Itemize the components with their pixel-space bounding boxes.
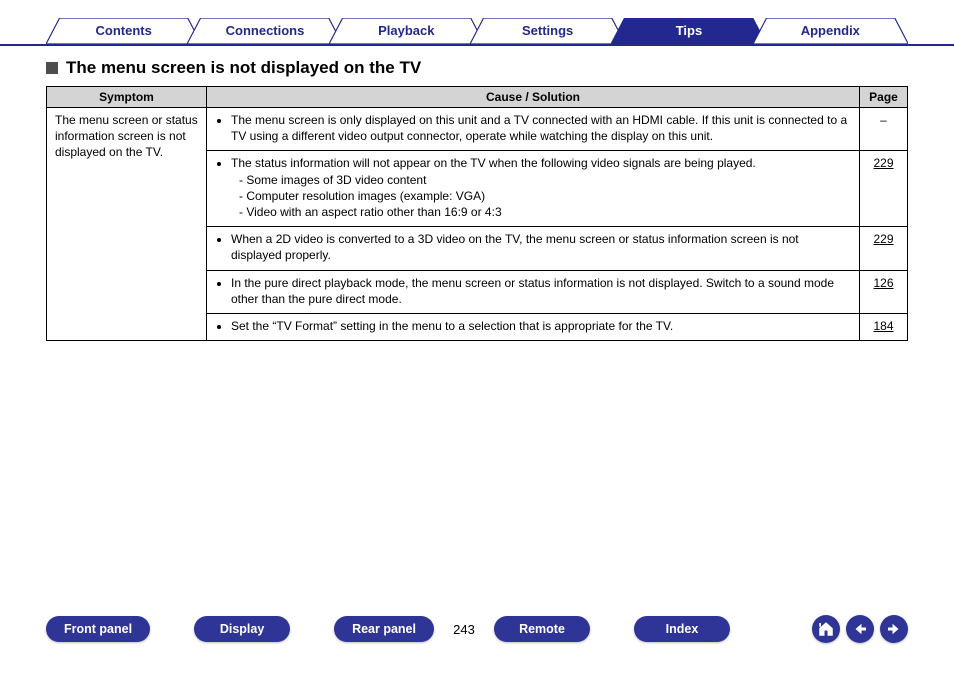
table-row: The menu screen or status information sc… <box>47 108 908 151</box>
arrow-left-icon <box>851 620 869 638</box>
cause-text: Set the “TV Format” setting in the menu … <box>231 318 851 334</box>
page-link[interactable]: 229 <box>873 156 893 170</box>
tab-connections[interactable]: Connections <box>187 18 342 44</box>
cause-text: The menu screen is only displayed on thi… <box>231 112 851 144</box>
cause-cell: When a 2D video is converted to a 3D vid… <box>207 227 860 270</box>
index-button[interactable]: Index <box>634 616 730 642</box>
tab-playback[interactable]: Playback <box>329 18 484 44</box>
symptom-cell: The menu screen or status information sc… <box>47 108 207 341</box>
cause-text: In the pure direct playback mode, the me… <box>231 275 851 307</box>
square-bullet-icon <box>46 62 58 74</box>
prev-page-button[interactable] <box>846 615 874 643</box>
troubleshoot-table: Symptom Cause / Solution Page The menu s… <box>46 86 908 341</box>
remote-button[interactable]: Remote <box>494 616 590 642</box>
tab-label: Appendix <box>801 23 860 38</box>
tab-tips[interactable]: Tips <box>611 18 766 44</box>
page-cell: 126 <box>860 270 908 313</box>
home-button[interactable] <box>812 615 840 643</box>
page-cell: – <box>860 108 908 151</box>
section-title: The menu screen is not displayed on the … <box>46 58 908 78</box>
cause-cell: The status information will not appear o… <box>207 151 860 227</box>
cause-cell: In the pure direct playback mode, the me… <box>207 270 860 313</box>
arrow-right-icon <box>885 620 903 638</box>
cause-cell: The menu screen is only displayed on thi… <box>207 108 860 151</box>
bottom-nav: Front panel Display Rear panel 243 Remot… <box>0 615 954 643</box>
tab-settings[interactable]: Settings <box>470 18 625 44</box>
th-cause: Cause / Solution <box>207 87 860 108</box>
cause-sub: - Some images of 3D video content <box>231 172 851 188</box>
content-area: The menu screen is not displayed on the … <box>0 46 954 341</box>
tab-label: Tips <box>676 23 703 38</box>
tab-contents[interactable]: Contents <box>46 18 201 44</box>
cause-cell: Set the “TV Format” setting in the menu … <box>207 313 860 340</box>
page-dash: – <box>880 113 887 127</box>
tab-label: Contents <box>95 23 151 38</box>
cause-text: The status information will not appear o… <box>231 156 756 170</box>
front-panel-button[interactable]: Front panel <box>46 616 150 642</box>
th-symptom: Symptom <box>47 87 207 108</box>
section-title-text: The menu screen is not displayed on the … <box>66 58 421 78</box>
home-icon <box>817 620 835 638</box>
tab-label: Connections <box>226 23 305 38</box>
th-page: Page <box>860 87 908 108</box>
page-cell: 229 <box>860 227 908 270</box>
page-link[interactable]: 126 <box>873 276 893 290</box>
page-cell: 184 <box>860 313 908 340</box>
page-cell: 229 <box>860 151 908 227</box>
nav-icon-group <box>812 615 908 643</box>
cause-sub: - Computer resolution images (example: V… <box>231 188 851 204</box>
tab-appendix[interactable]: Appendix <box>753 18 908 44</box>
tab-label: Settings <box>522 23 573 38</box>
tab-label: Playback <box>378 23 434 38</box>
cause-sub: - Video with an aspect ratio other than … <box>231 204 851 220</box>
page-link[interactable]: 229 <box>873 232 893 246</box>
top-tab-nav: Contents Connections Playback Settings T… <box>0 0 954 46</box>
display-button[interactable]: Display <box>194 616 290 642</box>
next-page-button[interactable] <box>880 615 908 643</box>
cause-text: When a 2D video is converted to a 3D vid… <box>231 231 851 263</box>
page-number: 243 <box>434 622 494 637</box>
page-link[interactable]: 184 <box>873 319 893 333</box>
rear-panel-button[interactable]: Rear panel <box>334 616 434 642</box>
